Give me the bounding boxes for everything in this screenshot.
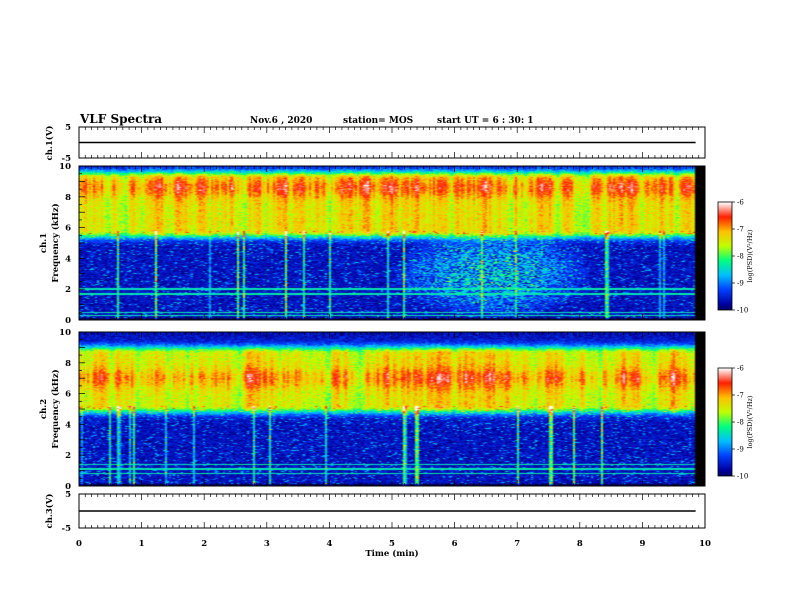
x-tick-label: 1	[139, 539, 145, 549]
ch3-voltage-ylabel: ch.3(V)	[44, 494, 55, 529]
y-tick-label: 10	[59, 162, 71, 172]
x-tick-label: 6	[452, 539, 458, 549]
ch2-spectrogram-yticks: 0 2 4 6 8 10	[59, 328, 705, 492]
x-tick-label: 4	[326, 539, 332, 549]
x-tick-label: 7	[514, 539, 520, 549]
colorbar-tick-label: -8	[737, 419, 744, 427]
colorbar-tick-label: -10	[737, 473, 748, 481]
header-station: station= MOS	[343, 116, 413, 126]
y-tick-label: 0	[65, 316, 71, 326]
ch1-ytick-bottom: -5	[62, 154, 72, 164]
colorbar-ch1-ticks: -6 -7 -8 -9 -10	[732, 199, 748, 315]
header-date: Nov.6 , 2020	[250, 116, 312, 126]
y-tick-label: 4	[65, 254, 71, 264]
colorbar-ch2-ticks: -6 -7 -8 -9 -10	[732, 365, 748, 481]
x-tick-label: 0	[76, 539, 82, 549]
x-axis-label: Time (min)	[365, 548, 418, 559]
x-tick-label: 8	[577, 539, 583, 549]
panel-ch2-spectrogram-ticks	[78, 332, 706, 486]
y-tick-label: 0	[65, 482, 71, 492]
x-axis-tick-labels: 0 1 2 3 4 5 6 7 8 9 10	[76, 539, 711, 549]
ch3-ytick-bottom: -5	[62, 524, 72, 534]
ch1-spectrogram-ylabel-channel: ch.1	[39, 233, 49, 253]
x-tick-label: 5	[389, 539, 395, 549]
ch1-spectrogram-ylabel-frequency: Frequency (kHz)	[50, 203, 61, 282]
panel-ch1-voltage: 5 -5 ch.1(V)	[44, 123, 706, 164]
ch1-spectrogram-yticks: 0 2 4 6 8 10	[59, 162, 705, 326]
colorbar-ch1-label: log(PSD)(V²/Hz)	[746, 229, 754, 282]
x-tick-label: 3	[264, 539, 270, 549]
panel-ch3-voltage: 5 -5 ch.3(V)	[44, 490, 706, 534]
colorbar-tick-label: -6	[737, 199, 744, 207]
y-tick-label: 6	[65, 390, 71, 400]
x-tick-label: 9	[639, 539, 645, 549]
y-tick-label: 4	[65, 420, 71, 430]
ch1-voltage-ylabel: ch.1(V)	[44, 126, 55, 161]
y-tick-label: 8	[65, 193, 71, 203]
colorbar-tick-label: -8	[737, 253, 744, 261]
x-tick-label: 2	[201, 539, 207, 549]
ch2-spectrogram-ylabel-frequency: Frequency (kHz)	[50, 369, 61, 448]
colorbar-ch2-label: log(PSD)(V²/Hz)	[746, 395, 754, 448]
colorbar-tick-label: -7	[737, 392, 744, 400]
ch1-ytick-top: 5	[65, 123, 71, 133]
y-tick-label: 6	[65, 224, 71, 234]
y-tick-label: 8	[65, 359, 71, 369]
colorbar-ch2-gradient	[718, 368, 732, 476]
colorbar-ch1-gradient	[718, 202, 732, 310]
ch1-spectrogram-image	[79, 166, 705, 320]
colorbar-tick-label: -7	[737, 226, 744, 234]
panel-ch1-spectrogram-ticks	[78, 166, 706, 320]
ch2-spectrogram-ylabel-channel: ch.2	[39, 399, 49, 419]
colorbar-tick-label: -9	[737, 446, 744, 454]
panel-ch1-voltage-ticks	[78, 127, 706, 158]
colorbar-ch1: -6 -7 -8 -9 -10 log(PSD)(V²/Hz)	[717, 199, 754, 315]
ch3-ytick-top: 5	[65, 490, 71, 500]
y-tick-label: 10	[59, 328, 71, 338]
colorbar-tick-label: -10	[737, 307, 748, 315]
colorbar-tick-label: -6	[737, 365, 744, 373]
panel-ch2-spectrogram: 0 2 4 6 8 10 ch.2 Frequency (kHz)	[39, 328, 706, 492]
header-start-ut: start UT = 6 : 30: 1	[437, 116, 534, 126]
x-tick-label: 10	[699, 539, 711, 549]
colorbar-ch2: -6 -7 -8 -9 -10 log(PSD)(V²/Hz)	[717, 365, 754, 481]
panel-ch3-voltage-ticks	[78, 494, 706, 528]
y-tick-label: 2	[65, 285, 71, 295]
colorbar-tick-label: -9	[737, 280, 744, 288]
panel-ch1-spectrogram: 0 2 4 6 8 10 ch.1 Frequency (kHz)	[39, 162, 706, 326]
y-tick-label: 2	[65, 451, 71, 461]
figure-title: VLF Spectra	[79, 112, 162, 126]
ch2-spectrogram-image	[79, 332, 705, 486]
